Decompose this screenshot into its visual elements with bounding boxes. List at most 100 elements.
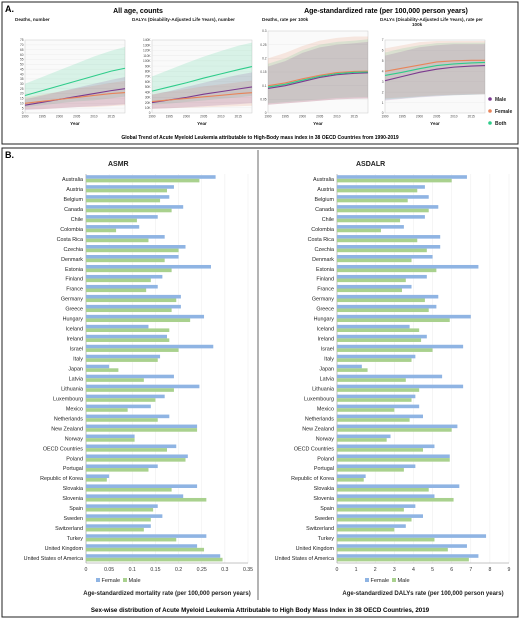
legend-label-male: Male bbox=[495, 97, 506, 103]
bar-male bbox=[86, 487, 172, 492]
bar-female bbox=[337, 434, 391, 439]
bar-male bbox=[86, 198, 161, 203]
bar-female bbox=[86, 264, 211, 269]
x-tick-label: 2015 bbox=[468, 115, 475, 119]
category-label: Canada bbox=[64, 207, 83, 213]
bar-male bbox=[86, 218, 137, 223]
bar-female bbox=[86, 284, 158, 289]
category-label: Spain bbox=[69, 506, 83, 512]
bar-male bbox=[337, 507, 404, 512]
x-axis-label: Age-standardized mortality rate (per 100… bbox=[83, 591, 250, 597]
y-tick-label: 6 bbox=[382, 49, 384, 53]
legend-marker-male bbox=[488, 97, 492, 101]
x-tick-label: 2015 bbox=[351, 115, 358, 119]
bar-female bbox=[337, 344, 464, 349]
y-tick-label: 55 bbox=[20, 58, 24, 62]
bar-female bbox=[337, 304, 437, 309]
category-label: Japan bbox=[68, 367, 83, 373]
y-tick-label: 90K bbox=[145, 64, 152, 68]
bar-female bbox=[86, 344, 214, 349]
y-tick-label: 120K bbox=[143, 49, 151, 53]
bar-male bbox=[337, 318, 450, 323]
bar-male bbox=[337, 188, 418, 193]
chart-title: DALYs (Disability-Adjusted Life Years), … bbox=[132, 17, 235, 22]
bar-male bbox=[86, 458, 186, 462]
bar-female bbox=[86, 534, 207, 538]
x-tick-label: 0.25 bbox=[197, 567, 207, 573]
x-tick-label: 8 bbox=[488, 567, 491, 573]
bar-male bbox=[86, 238, 149, 243]
category-label: Belgium bbox=[64, 197, 84, 203]
group2-title: Age-standardized rate (per 100,000 perso… bbox=[304, 8, 468, 15]
bar-male bbox=[86, 258, 165, 263]
category-label: Greece bbox=[65, 307, 83, 313]
bar-chart-1: ASMR 0 0.05 0.1 0.15 0.2 0.25 0.3 0.35 Australia A… bbox=[24, 161, 253, 597]
y-tick-label: 10 bbox=[20, 101, 24, 105]
category-label: Poland bbox=[317, 456, 334, 462]
y-tick-label: 80K bbox=[145, 69, 152, 73]
x-tick-label: 0 bbox=[85, 567, 88, 573]
bar-female bbox=[337, 185, 425, 189]
legend-label-male: Male bbox=[129, 578, 141, 584]
y-tick-label: 50K bbox=[145, 85, 152, 89]
x-tick-label: 2000 bbox=[183, 115, 190, 119]
bar-male bbox=[86, 468, 149, 472]
bar-female bbox=[86, 324, 149, 329]
bar-male bbox=[86, 408, 128, 412]
y-tick-label: 3 bbox=[382, 80, 384, 84]
panel-a-label: A. bbox=[5, 4, 14, 14]
bar-female bbox=[86, 205, 184, 209]
bar-male bbox=[86, 507, 154, 512]
bar-male bbox=[337, 348, 433, 352]
bar-female bbox=[337, 504, 416, 508]
bar-female bbox=[86, 314, 205, 319]
x-tick-label: 2005 bbox=[73, 115, 80, 119]
x-tick-label: 2010 bbox=[450, 115, 457, 119]
bar-male bbox=[337, 218, 401, 223]
bar-male bbox=[86, 527, 144, 532]
bar-female bbox=[337, 544, 467, 548]
bar-female bbox=[337, 294, 439, 299]
y-tick-label: 60K bbox=[145, 80, 152, 84]
bar-female bbox=[86, 484, 198, 488]
category-label: Estonia bbox=[65, 267, 83, 273]
bar-female bbox=[337, 464, 416, 469]
y-tick-label: 2 bbox=[382, 90, 384, 94]
x-tick-label: 1995 bbox=[282, 115, 289, 119]
bar-female bbox=[337, 424, 458, 429]
bar-male bbox=[337, 428, 452, 432]
bar-female bbox=[86, 424, 198, 429]
x-tick-label: 6 bbox=[450, 567, 453, 573]
y-tick-label: 50 bbox=[20, 63, 24, 67]
line-male bbox=[384, 65, 486, 82]
y-tick-label: 1 bbox=[382, 101, 384, 105]
legend-marker-female bbox=[488, 109, 492, 113]
line-female bbox=[267, 70, 369, 87]
category-label: Switzerland bbox=[55, 526, 83, 532]
bar-female bbox=[337, 314, 471, 319]
bar-female bbox=[337, 334, 427, 339]
line-female bbox=[24, 92, 126, 104]
bar-female bbox=[337, 324, 410, 329]
bar-male bbox=[86, 438, 135, 442]
bar-male bbox=[337, 198, 408, 203]
bar-female bbox=[337, 554, 479, 558]
bar-male bbox=[337, 418, 410, 422]
category-label: Finland bbox=[316, 277, 334, 283]
legend-label-both: Both bbox=[495, 121, 506, 127]
y-tick-label: 10K bbox=[145, 106, 152, 110]
bar-female bbox=[86, 554, 221, 558]
bar-male bbox=[337, 238, 418, 243]
category-label: Ireland bbox=[318, 337, 334, 343]
bar-male bbox=[337, 288, 402, 293]
bar-male bbox=[86, 428, 198, 432]
y-tick-label: 20 bbox=[20, 92, 24, 96]
bar-male bbox=[337, 308, 429, 313]
legend-swatch-female bbox=[365, 578, 369, 582]
legend-label-female: Female bbox=[102, 578, 121, 584]
bar-female bbox=[337, 364, 362, 369]
x-tick-label: 0.2 bbox=[175, 567, 182, 573]
bar-male bbox=[337, 408, 395, 412]
category-label: New Zealand bbox=[51, 426, 83, 432]
category-label: Sweden bbox=[64, 516, 83, 522]
